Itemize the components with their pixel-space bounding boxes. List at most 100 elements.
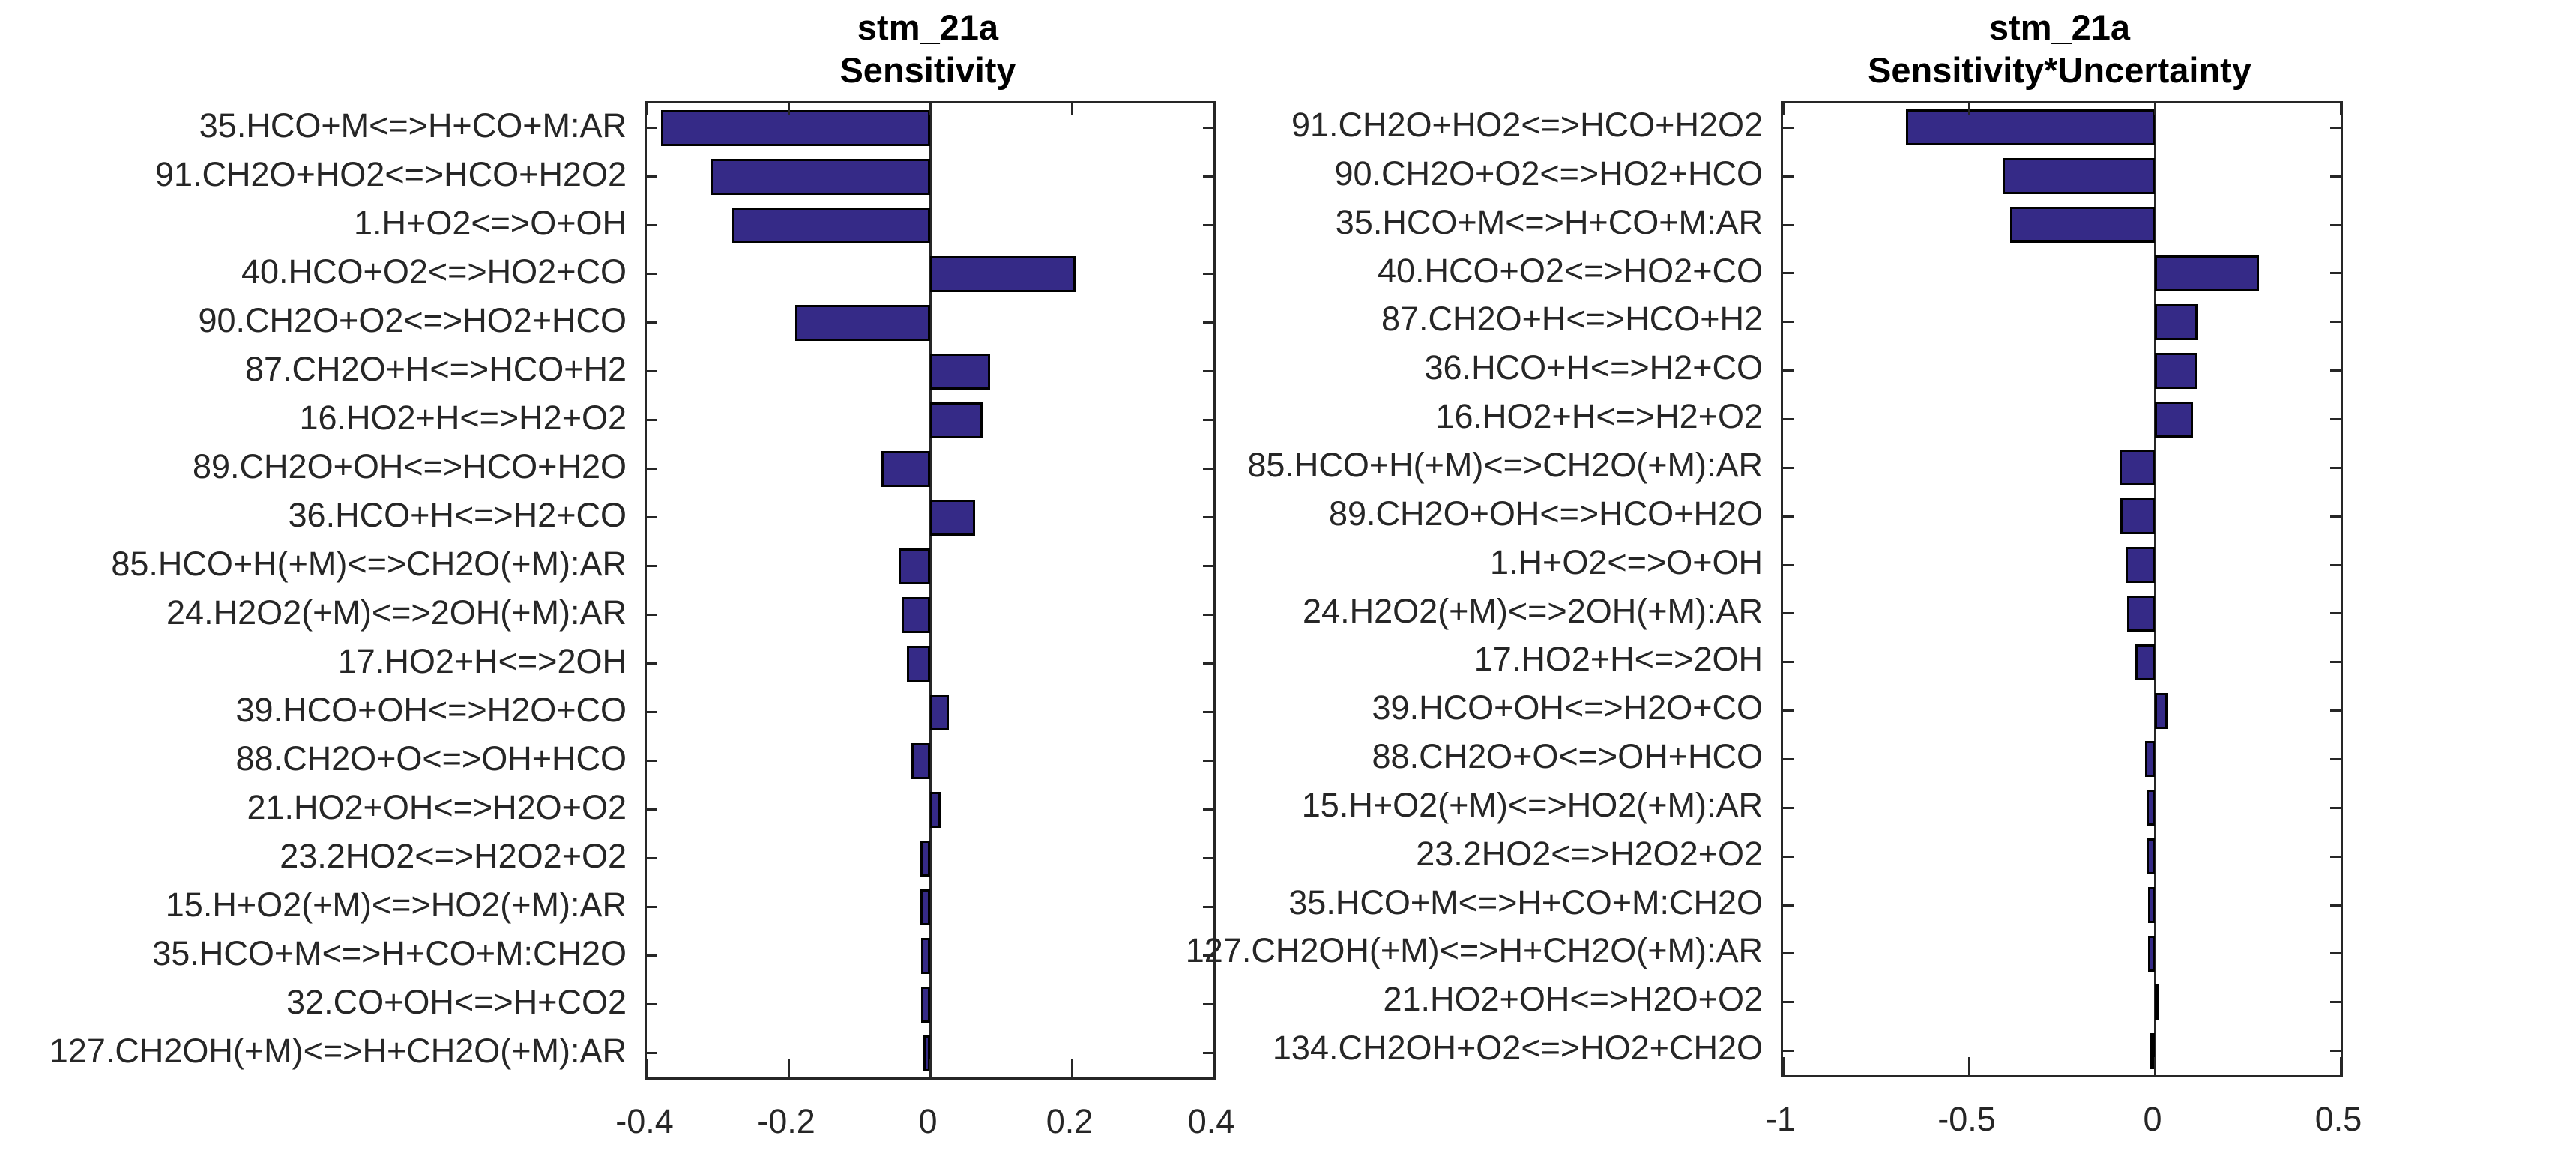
y-tick-mark-right	[2330, 369, 2341, 372]
reaction-label: 21.HO2+OH<=>H2O+O2	[247, 788, 627, 826]
y-tick-mark-left	[1783, 1050, 1794, 1053]
y-tick-mark-left	[1783, 272, 1794, 275]
x-tick-label: -1	[1765, 1100, 1796, 1138]
x-tick-label: -0.4	[615, 1102, 674, 1140]
reaction-label: 85.HCO+H(+M)<=>CH2O(+M):AR	[111, 545, 627, 583]
x-tick-label: 0.5	[2314, 1100, 2362, 1138]
y-tick-mark-left	[647, 614, 657, 616]
bar-127.CH2OH(+M)<=>H+CH2O(+M):AR	[2148, 935, 2155, 972]
y-tick-mark-right	[2330, 175, 2341, 178]
zero-axis-line	[929, 103, 932, 1077]
y-tick-mark-left	[1783, 952, 1794, 955]
y-tick-mark-left	[1783, 709, 1794, 712]
chart-title-sensitivity: stm_21a Sensitivity	[645, 6, 1211, 91]
x-tick-mark	[929, 1059, 932, 1077]
reaction-label: 1.H+O2<=>O+OH	[354, 204, 627, 242]
reaction-label: 90.CH2O+O2<=>HO2+HCO	[198, 301, 627, 339]
plot-area-sensitivity	[645, 101, 1216, 1080]
reaction-label: 40.HCO+O2<=>HO2+CO	[241, 252, 627, 291]
y-tick-mark-left	[1783, 515, 1794, 518]
y-tick-mark-right	[2330, 563, 2341, 566]
bar-85.HCO+H(+M)<=>CH2O(+M):AR	[2119, 450, 2155, 486]
y-tick-mark-right	[1203, 1003, 1213, 1005]
reaction-label: 24.H2O2(+M)<=>2OH(+M):AR	[166, 593, 627, 632]
reaction-label: 32.CO+OH<=>H+CO2	[286, 983, 627, 1021]
bar-91.CH2O+HO2<=>HCO+H2O2	[711, 158, 930, 195]
x-tick-label: -0.2	[757, 1102, 815, 1140]
reaction-label: 89.CH2O+OH<=>HCO+H2O	[192, 447, 627, 485]
y-tick-mark-left	[1783, 661, 1794, 664]
y-tick-mark-left	[647, 906, 657, 908]
bar-17.HO2+H<=>2OH	[906, 645, 930, 682]
y-tick-mark-right	[2330, 806, 2341, 809]
y-tick-mark-left	[1783, 904, 1794, 907]
y-tick-mark-right	[2330, 515, 2341, 518]
y-tick-mark-left	[1783, 855, 1794, 858]
y-tick-mark-right	[1203, 906, 1213, 908]
y-tick-mark-right	[2330, 709, 2341, 712]
reaction-label: 16.HO2+H<=>H2+O2	[1435, 397, 1763, 436]
y-tick-mark-left	[647, 954, 657, 957]
y-tick-mark-left	[1783, 806, 1794, 809]
bar-17.HO2+H<=>2OH	[2135, 644, 2155, 680]
reaction-label: 89.CH2O+OH<=>HCO+H2O	[1328, 494, 1763, 533]
y-tick-mark-right	[2330, 612, 2341, 615]
reaction-label: 85.HCO+H(+M)<=>CH2O(+M):AR	[1247, 445, 1763, 484]
x-tick-mark-top	[1212, 103, 1215, 115]
y-tick-mark-right	[2330, 952, 2341, 955]
x-tick-mark-top	[2153, 103, 2156, 115]
bar-88.CH2O+O<=>OH+HCO	[2144, 741, 2155, 778]
y-tick-mark-left	[647, 175, 657, 178]
bar-21.HO2+OH<=>H2O+O2	[930, 791, 941, 828]
reaction-label: 23.2HO2<=>H2O2+O2	[1416, 834, 1763, 873]
y-tick-mark-left	[647, 1052, 657, 1054]
chart-title-sensitivity-uncertainty: stm_21a Sensitivity*Uncertainty	[1781, 6, 2338, 91]
reaction-label: 16.HO2+H<=>H2+O2	[299, 399, 627, 437]
y-tick-mark-right	[1203, 711, 1213, 713]
reaction-label: 134.CH2OH+O2<=>HO2+CH2O	[1272, 1029, 1763, 1068]
y-tick-mark-right	[1203, 224, 1213, 226]
x-tick-label: 0.2	[1046, 1102, 1094, 1140]
y-tick-mark-left	[647, 760, 657, 762]
y-tick-mark-left	[1783, 369, 1794, 372]
x-tick-mark-top	[1070, 103, 1073, 115]
y-tick-mark-right	[1203, 857, 1213, 859]
y-tick-mark-left	[647, 857, 657, 859]
bar-85.HCO+H(+M)<=>CH2O(+M):AR	[899, 548, 930, 584]
bar-88.CH2O+O<=>OH+HCO	[911, 742, 930, 779]
plot-area-sensitivity-uncertainty	[1781, 101, 2343, 1077]
y-tick-mark-right	[1203, 468, 1213, 470]
reaction-label: 21.HO2+OH<=>H2O+O2	[1383, 980, 1763, 1019]
bar-87.CH2O+H<=>HCO+H2	[2155, 303, 2198, 340]
y-tick-mark-left	[647, 711, 657, 713]
chart-title-line2: Sensitivity	[839, 50, 1016, 90]
y-tick-mark-left	[647, 419, 657, 421]
reaction-label: 88.CH2O+O<=>OH+HCO	[235, 739, 627, 778]
y-tick-mark-left	[647, 468, 657, 470]
reaction-label: 35.HCO+M<=>H+CO+M:AR	[199, 106, 627, 145]
bar-35.HCO+M<=>H+CO+M:AR	[660, 109, 930, 146]
y-tick-mark-right	[1203, 127, 1213, 129]
y-tick-mark-left	[1783, 757, 1794, 760]
bar-90.CH2O+O2<=>HO2+HCO	[795, 304, 930, 341]
reaction-label: 91.CH2O+HO2<=>HCO+H2O2	[1291, 106, 1763, 144]
x-tick-mark-top	[2339, 103, 2342, 115]
reaction-label: 36.HCO+H<=>H2+CO	[1424, 348, 1763, 387]
bar-40.HCO+O2<=>HO2+CO	[930, 255, 1076, 292]
bar-1.H+O2<=>O+OH	[2126, 547, 2155, 584]
x-tick-mark	[1782, 1057, 1785, 1075]
bar-35.HCO+M<=>H+CO+M:CH2O	[920, 937, 930, 974]
y-tick-mark-right	[1203, 321, 1213, 324]
y-tick-mark-left	[1783, 126, 1794, 129]
x-tick-mark-top	[1967, 103, 1970, 115]
reaction-label: 40.HCO+O2<=>HO2+CO	[1377, 251, 1763, 290]
y-tick-mark-right	[2330, 272, 2341, 275]
x-tick-mark-top	[787, 103, 790, 115]
x-tick-mark-top	[929, 103, 932, 115]
reaction-label: 127.CH2OH(+M)<=>H+CH2O(+M):AR	[49, 1032, 627, 1070]
x-tick-label: 0	[918, 1102, 938, 1140]
reaction-label: 35.HCO+M<=>H+CO+M:CH2O	[1288, 883, 1763, 922]
x-tick-label: 0.4	[1187, 1102, 1235, 1140]
chart-title-line1: stm_21a	[857, 7, 999, 47]
